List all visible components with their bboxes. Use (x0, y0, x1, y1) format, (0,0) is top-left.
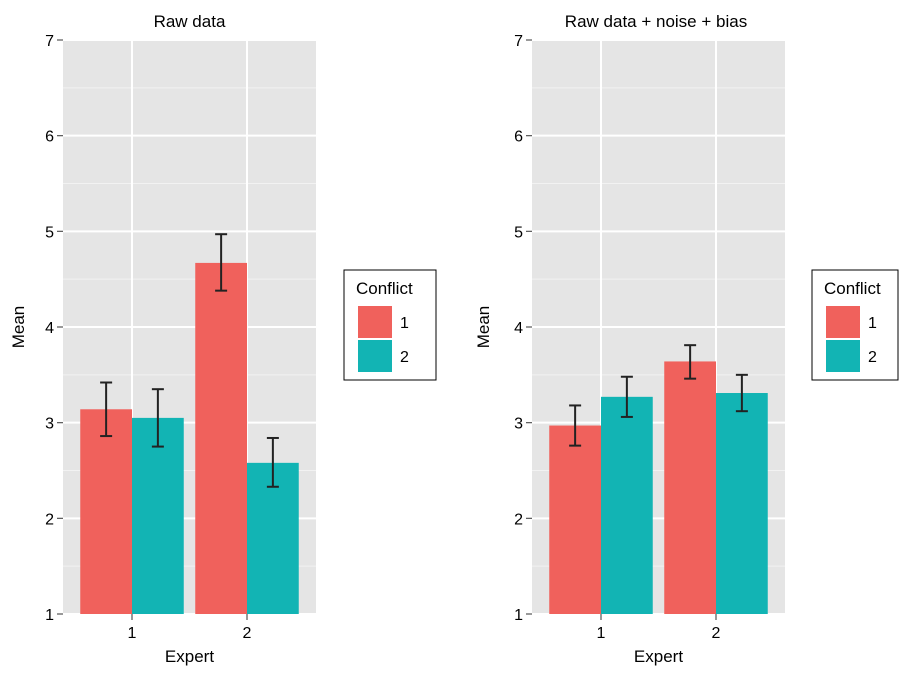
y-tick-label: 3 (514, 416, 523, 433)
chart-title: Raw data (154, 12, 226, 31)
x-tick-label: 2 (243, 625, 252, 642)
bar-expert-1-conflict-1 (549, 425, 601, 614)
chart-panel-1: 1 2 3 4 5 6 7 1 2 Raw data Expert Mean Conflict 1 2 (9, 12, 437, 666)
legend-swatch (358, 340, 392, 372)
x-tick-label: 2 (712, 625, 721, 642)
y-tick-label: 2 (514, 511, 523, 528)
bar-expert-2-conflict-2 (247, 462, 299, 614)
legend-swatch (826, 340, 860, 372)
x-tick-label: 1 (128, 625, 137, 642)
x-tick-label: 1 (597, 625, 606, 642)
legend-title: Conflict (356, 279, 413, 298)
y-tick-label: 2 (45, 511, 54, 528)
x-axis-title: Expert (165, 647, 214, 666)
chart-title: Raw data + noise + bias (565, 12, 747, 31)
bar-expert-2-conflict-1 (195, 262, 247, 614)
y-tick-label: 6 (514, 129, 523, 146)
bar-expert-2-conflict-1 (664, 361, 716, 614)
legend-label: 1 (400, 315, 409, 332)
y-axis-title: Mean (9, 306, 28, 349)
y-tick-label: 1 (45, 607, 54, 624)
y-tick-label: 1 (514, 607, 523, 624)
legend-label: 2 (868, 349, 877, 366)
y-axis-title: Mean (474, 306, 493, 349)
legend-label: 1 (868, 315, 877, 332)
y-tick-label: 4 (45, 320, 54, 337)
legend: Conflict 1 2 (343, 269, 437, 381)
bar-expert-1-conflict-1 (80, 409, 132, 614)
y-tick-label: 7 (45, 33, 54, 50)
x-axis-title: Expert (634, 647, 683, 666)
bar-expert-1-conflict-2 (132, 417, 184, 614)
y-tick-label: 5 (514, 224, 523, 241)
legend: Conflict 1 2 (811, 269, 899, 381)
y-tick-label: 7 (514, 33, 523, 50)
legend-title: Conflict (824, 279, 881, 298)
bar-expert-1-conflict-2 (601, 396, 653, 614)
y-tick-label: 6 (45, 129, 54, 146)
bar-expert-2-conflict-2 (716, 393, 768, 614)
y-tick-label: 4 (514, 320, 523, 337)
legend-label: 2 (400, 349, 409, 366)
y-tick-label: 3 (45, 416, 54, 433)
legend-swatch (358, 306, 392, 338)
legend-swatch (826, 306, 860, 338)
y-tick-label: 5 (45, 224, 54, 241)
chart-panel-2: 1 2 3 4 5 6 7 1 2 Raw data + noise + bias Expert Me… (474, 12, 899, 666)
